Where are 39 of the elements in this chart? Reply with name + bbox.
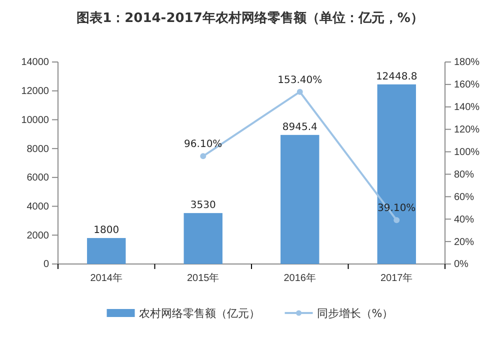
y-tick-label: 2000 [26, 230, 50, 242]
bar [280, 134, 320, 264]
data-label: 12448.8 [376, 71, 418, 82]
y-tick-label: 4000 [26, 201, 50, 212]
y-tick-label: 14000 [21, 57, 50, 68]
y2-tick-label: 100% [454, 146, 480, 158]
y2-tick-label: 120% [454, 124, 480, 136]
y-tick-label: 8000 [26, 144, 50, 155]
y-tick-label: 0 [43, 259, 50, 270]
y2-tick-label: 20% [454, 236, 474, 248]
point [394, 217, 400, 224]
legend-label: 农村网络零售额（亿元） [138, 307, 260, 320]
chart-title: 图表1：2014-2017年农村网络零售额（单位：亿元，%） [76, 10, 424, 26]
x-tick-label: 2015年 [187, 272, 220, 284]
point [200, 153, 206, 160]
y2-tick-label: 180% [454, 57, 480, 68]
bar [377, 84, 416, 264]
y-tick-label: 12000 [21, 86, 50, 98]
x-tick-label: 2017年 [380, 272, 413, 284]
y2-tick-label: 60% [454, 192, 474, 203]
y-tick-label: 6000 [26, 172, 50, 184]
point [296, 88, 303, 95]
y-tick-label: 10000 [21, 114, 50, 126]
bar [184, 213, 222, 264]
bar [87, 238, 126, 264]
data-label: 96.10% [184, 139, 222, 150]
data-label: 1800 [94, 225, 120, 236]
x-tick-label: 2014年 [90, 272, 122, 284]
data-label: 3530 [190, 200, 216, 212]
y2-tick-label: 0% [454, 259, 469, 270]
y2-tick-label: 40% [454, 214, 474, 226]
y2-tick-label: 140% [454, 102, 480, 114]
x-tick-label: 2016年 [284, 272, 316, 284]
legend-label: 同步增长（%） [316, 307, 394, 320]
y2-tick-label: 160% [454, 80, 480, 91]
data-label: 153.40% [278, 74, 322, 86]
y2-tick-label: 80% [454, 169, 474, 180]
data-label: 8945.4 [282, 122, 318, 133]
data-label: 39.10% [378, 203, 416, 214]
